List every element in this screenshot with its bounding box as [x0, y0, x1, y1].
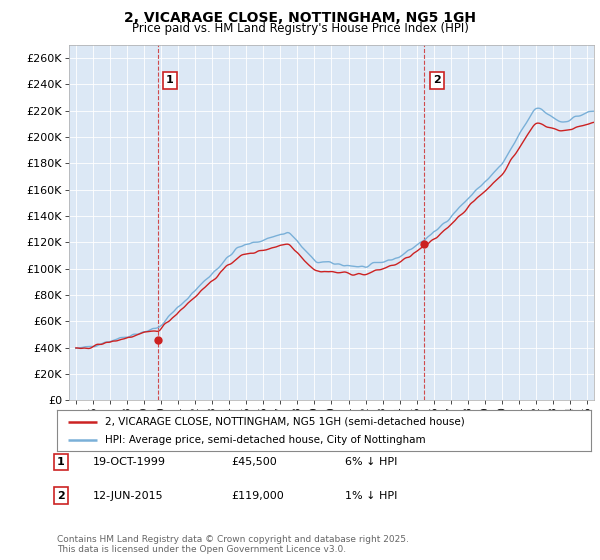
Text: HPI: Average price, semi-detached house, City of Nottingham: HPI: Average price, semi-detached house,…	[105, 435, 425, 445]
Text: 2: 2	[433, 76, 440, 85]
Text: 1: 1	[57, 457, 65, 467]
Text: 19-OCT-1999: 19-OCT-1999	[93, 457, 166, 467]
Text: 1% ↓ HPI: 1% ↓ HPI	[345, 491, 397, 501]
Text: £119,000: £119,000	[231, 491, 284, 501]
Text: 2: 2	[57, 491, 65, 501]
Text: 1: 1	[166, 76, 174, 85]
Text: 2, VICARAGE CLOSE, NOTTINGHAM, NG5 1GH: 2, VICARAGE CLOSE, NOTTINGHAM, NG5 1GH	[124, 11, 476, 25]
Text: Price paid vs. HM Land Registry's House Price Index (HPI): Price paid vs. HM Land Registry's House …	[131, 22, 469, 35]
Text: 2, VICARAGE CLOSE, NOTTINGHAM, NG5 1GH (semi-detached house): 2, VICARAGE CLOSE, NOTTINGHAM, NG5 1GH (…	[105, 417, 465, 427]
Text: Contains HM Land Registry data © Crown copyright and database right 2025.
This d: Contains HM Land Registry data © Crown c…	[57, 535, 409, 554]
Text: £45,500: £45,500	[231, 457, 277, 467]
Text: 6% ↓ HPI: 6% ↓ HPI	[345, 457, 397, 467]
Text: 12-JUN-2015: 12-JUN-2015	[93, 491, 164, 501]
